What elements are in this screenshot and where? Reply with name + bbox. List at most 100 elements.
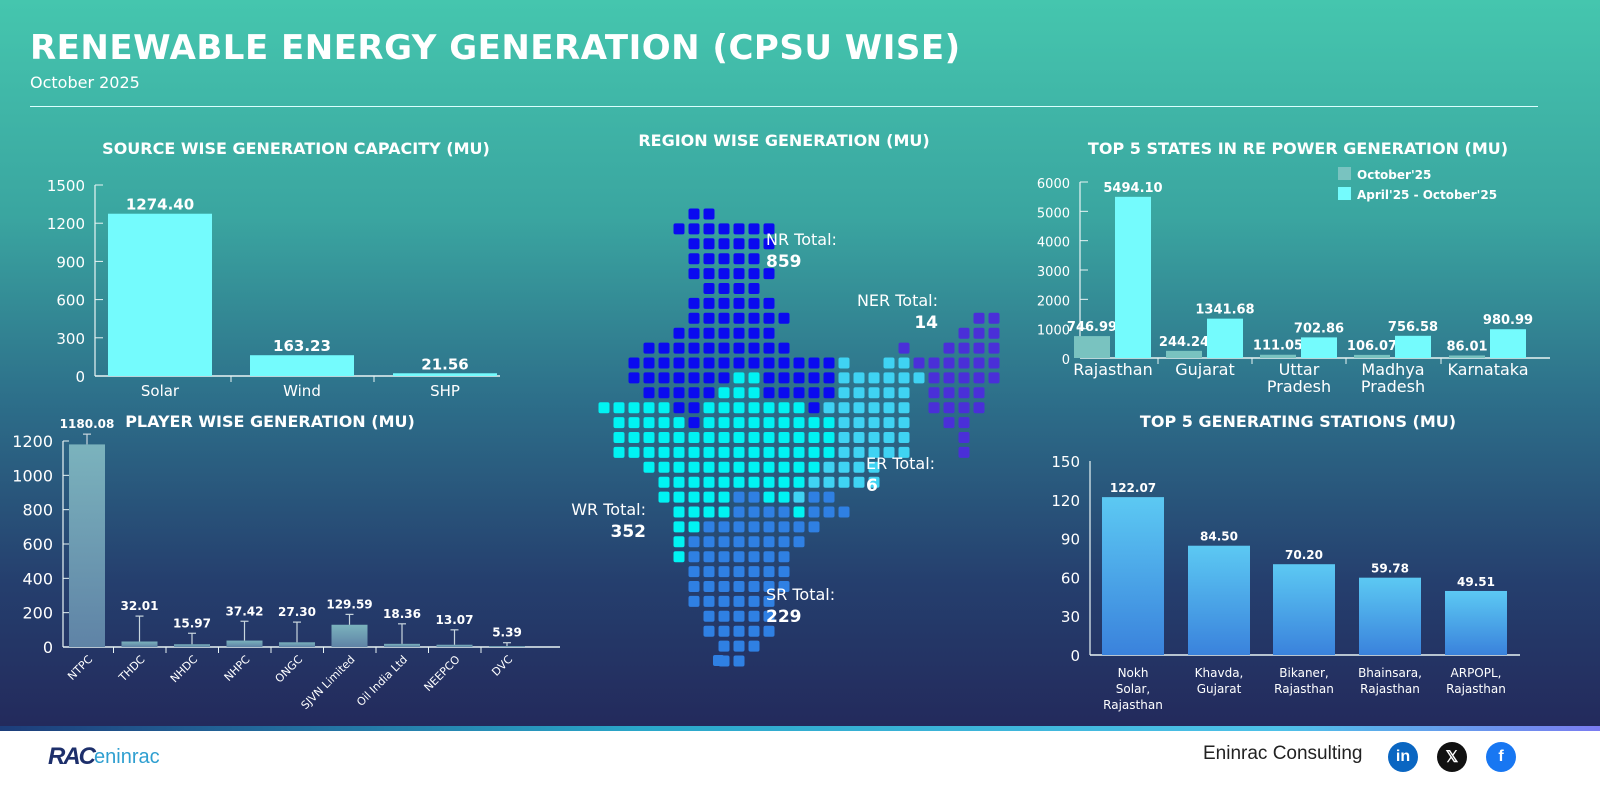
legend-swatch-april-october xyxy=(1338,187,1351,200)
map-cell-wr xyxy=(613,417,625,429)
map-cell-wr xyxy=(658,461,670,473)
region-total-ner: NER Total: 14 xyxy=(852,290,938,334)
map-cell-ner xyxy=(973,342,985,354)
map-cell-wr xyxy=(718,506,730,518)
map-cell-nr xyxy=(748,357,760,369)
map-cell-nr xyxy=(763,223,775,235)
map-cell-wr xyxy=(808,432,820,443)
data-label: 163.23 xyxy=(273,337,331,355)
company-name: Eninrac Consulting xyxy=(1203,743,1363,764)
map-cell-nr xyxy=(733,253,745,265)
map-cell-ner xyxy=(973,402,985,414)
map-cell-sr xyxy=(733,536,745,548)
map-cell-nr xyxy=(748,342,760,354)
map-cell-wr xyxy=(793,417,805,429)
map-cell-sr xyxy=(808,491,820,503)
map-cell-nr xyxy=(733,283,745,294)
map-cell-nr xyxy=(778,312,790,324)
x-tick-label: NHPC xyxy=(222,653,253,684)
map-cell-sr xyxy=(748,551,760,563)
data-label: 122.07 xyxy=(1110,481,1156,495)
map-cell-sr xyxy=(748,625,760,637)
data-label: 49.51 xyxy=(1457,575,1495,589)
y-tick-label: 1000 xyxy=(1037,324,1070,339)
x-tick-label: Bikaner, xyxy=(1279,666,1328,680)
x-tick-label: NHDC xyxy=(168,653,201,686)
linkedin-icon[interactable]: in xyxy=(1388,742,1418,772)
map-cell-ner xyxy=(928,372,940,384)
map-cell-wr xyxy=(793,446,805,458)
map-cell-nr xyxy=(748,238,760,250)
map-cell-er xyxy=(838,357,850,369)
region-label: SR Total: xyxy=(766,585,836,604)
data-label: 59.78 xyxy=(1371,562,1409,576)
map-cell-wr xyxy=(718,446,730,458)
states-chart-title: TOP 5 STATES IN RE POWER GENERATION (MU) xyxy=(1087,139,1509,158)
map-cell-ner xyxy=(988,372,1000,384)
x-tick-label: Rajasthan xyxy=(1103,698,1163,712)
map-cell-nr xyxy=(688,342,700,354)
map-cell-wr xyxy=(688,432,700,443)
map-cell-sr xyxy=(713,655,724,666)
map-cell-sr xyxy=(733,640,745,652)
facebook-icon[interactable]: f xyxy=(1486,742,1516,772)
map-cell-nr xyxy=(673,357,685,369)
map-cell-sr xyxy=(778,521,790,533)
map-cell-nr xyxy=(673,372,685,384)
bar-april-october xyxy=(1301,337,1337,358)
y-tick-label: 5000 xyxy=(1037,206,1070,221)
map-cell-er xyxy=(853,417,865,429)
map-cell-nr xyxy=(688,387,700,399)
map-cell-wr xyxy=(778,417,790,429)
map-cell-nr xyxy=(718,223,730,235)
map-cell-sr xyxy=(718,536,730,548)
x-tick-label: Rajasthan xyxy=(1274,682,1334,696)
map-cell-er xyxy=(898,387,910,399)
y-tick-label: 0 xyxy=(1062,353,1070,368)
map-cell-wr xyxy=(718,432,730,443)
region-total-nr: NR Total: 859 xyxy=(766,229,837,273)
legend-label: April'25 - October'25 xyxy=(1357,188,1497,202)
legend-swatch-october xyxy=(1338,167,1351,180)
map-cell-ner xyxy=(958,372,970,384)
map-cell-nr xyxy=(658,342,670,354)
map-cell-sr xyxy=(748,610,760,622)
map-cell-sr xyxy=(688,595,700,607)
x-tick-label-line: Pradesh xyxy=(1267,377,1331,396)
map-cell-wr xyxy=(733,461,745,473)
map-cell-er xyxy=(883,357,895,369)
map-cell-sr xyxy=(808,521,820,533)
map-cell-wr xyxy=(763,417,775,429)
map-cell-wr xyxy=(688,476,700,488)
map-cell-sr xyxy=(718,595,730,607)
map-cell-nr xyxy=(763,297,775,309)
map-cell-wr xyxy=(703,402,715,414)
y-tick-label: 4000 xyxy=(1037,236,1070,251)
map-cell-wr xyxy=(763,476,775,488)
map-cell-nr xyxy=(703,387,715,399)
eninrac-logo[interactable]: RAC eninrac xyxy=(48,741,160,773)
map-cell-wr xyxy=(643,432,655,443)
map-cell-wr xyxy=(673,476,685,488)
map-cell-er xyxy=(793,491,805,503)
map-cell-nr xyxy=(688,253,700,265)
map-cell-nr xyxy=(658,357,670,369)
map-cell-er xyxy=(868,476,880,488)
map-cell-wr xyxy=(748,432,760,443)
map-cell-sr xyxy=(763,536,775,548)
map-cell-nr xyxy=(793,387,805,399)
region-value: 14 xyxy=(914,313,938,333)
map-cell-wr xyxy=(673,506,685,518)
map-cell-wr xyxy=(778,446,790,458)
x-tick-label: NTPC xyxy=(65,653,95,683)
map-cell-ner xyxy=(988,357,1000,369)
map-cell-nr xyxy=(688,402,700,414)
map-cell-wr xyxy=(793,432,805,443)
map-cell-ner xyxy=(973,357,985,369)
map-cell-sr xyxy=(748,521,760,533)
map-cell-ner xyxy=(958,387,970,399)
x-tick-label: Nokh xyxy=(1118,666,1149,680)
y-tick-label: 900 xyxy=(56,253,85,271)
x-icon[interactable]: 𝕏 xyxy=(1437,742,1467,772)
map-cell-sr xyxy=(778,506,790,518)
